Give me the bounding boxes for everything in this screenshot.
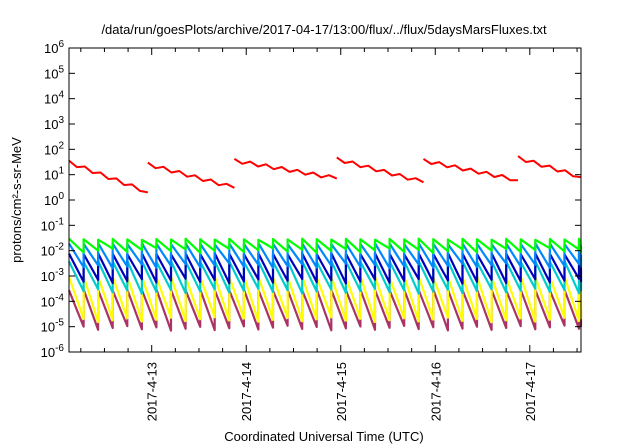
y-tick-label: 100 (44, 191, 64, 208)
series-line-0-segment-4 (422, 158, 519, 182)
y-tick-label: 106 (44, 39, 64, 56)
series-line-0-segment-2 (233, 158, 338, 180)
y-tick-label: 10-4 (41, 292, 65, 309)
tick-labels-layer: 10-6 10-5 10-4 10-3 10-2 10-1 100 101 102 103 104 1… (41, 39, 538, 421)
series-line-6-segment-0 (67, 288, 583, 332)
y-axis-label-group: protons/cm²-s-sr-MeV (9, 137, 24, 263)
x-tick-label: 2017-4-15 (334, 362, 349, 421)
series-line-0-segment-0 (68, 159, 148, 194)
series-line-1-segment-0 (68, 237, 583, 255)
y-tick-label: 10-3 (41, 267, 65, 284)
plot-frame (68, 47, 582, 353)
series-line-0-segment-3 (336, 156, 424, 184)
y-tick-label: 105 (44, 64, 64, 81)
series-layer (67, 155, 583, 332)
ticks-layer (69, 47, 581, 353)
y-tick-label: 10-5 (41, 318, 65, 335)
series-line-0-segment-1 (147, 161, 235, 189)
x-tick-label: 2017-4-16 (428, 362, 443, 421)
chart-title: /data/run/goesPlots/archive/2017-04-17/1… (101, 22, 547, 37)
series-line-0-segment-5 (517, 155, 582, 179)
x-tick-label: 2017-4-17 (523, 362, 538, 421)
x-tick-label: 2017-4-13 (145, 362, 160, 421)
y-tick-label: 103 (44, 115, 64, 132)
y-axis-label: protons/cm²-s-sr-MeV (9, 137, 24, 263)
y-tick-label: 10-1 (41, 216, 65, 233)
y-tick-label: 10-2 (41, 242, 65, 259)
y-tick-label: 104 (44, 90, 64, 107)
x-axis-label: Coordinated Universal Time (UTC) (224, 429, 423, 444)
y-tick-label: 10-6 (41, 343, 65, 360)
y-tick-label: 102 (44, 140, 64, 157)
x-tick-label: 2017-4-14 (239, 362, 254, 421)
y-tick-label: 101 (44, 166, 64, 183)
